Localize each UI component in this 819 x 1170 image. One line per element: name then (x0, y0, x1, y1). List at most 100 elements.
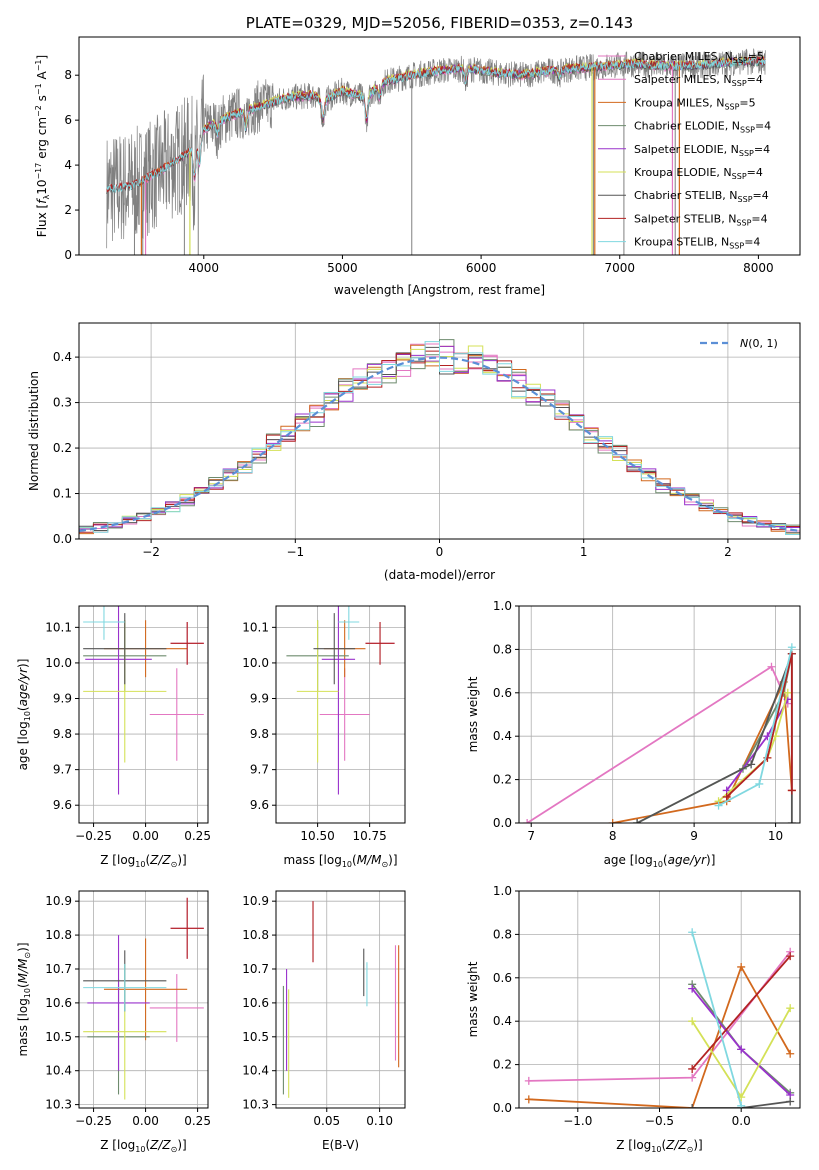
weight-marker (786, 952, 795, 961)
y-tick-label: 0.8 (493, 927, 512, 941)
weight-marker (688, 1073, 697, 1082)
weight-series (691, 931, 743, 1107)
y-tick-label: 9.7 (250, 763, 269, 777)
plot-area (282, 901, 400, 1098)
weight-marker (688, 928, 697, 937)
legend-entry: Salpeter ELODIE, NSSP=4 (634, 143, 770, 158)
model-spectrum (106, 57, 766, 194)
weight-marker (688, 1104, 697, 1108)
y-axis-label: mass weight (466, 961, 480, 1037)
x-axis-label: age [log10(age/yr)] (604, 853, 716, 869)
weight-marker (688, 984, 697, 993)
chart-residuals: −2 −1 0 1 2 0.0 0.1 0.2 0.3 0.4 (data-model)/error… (27, 322, 801, 582)
weight-marker (633, 819, 642, 823)
y-tick-label: 10.4 (45, 1064, 72, 1078)
x-tick-label: 0.25 (184, 1114, 211, 1128)
weight-series (726, 653, 793, 798)
y-tick-label: 10.7 (242, 962, 269, 976)
x-tick-label: 1 (580, 545, 588, 559)
y-axis-label: age [log10(age/yr)] (16, 659, 32, 771)
normal-curve (79, 356, 800, 533)
x-tick-label: 6000 (466, 261, 497, 275)
y-tick-label: 10.0 (45, 656, 72, 670)
plot-area (523, 643, 796, 823)
x-tick-label: 10.75 (352, 829, 386, 843)
y-tick-label: 9.8 (53, 727, 72, 741)
histogram-series (79, 341, 800, 536)
x-tick-label: 0.25 (184, 829, 211, 843)
x-tick-label: 0.00 (132, 1114, 159, 1128)
legend-entry: Kroupa STELIB, NSSP=4 (634, 236, 760, 251)
weight-series (528, 964, 791, 1108)
y-tick-label: 10.5 (242, 1030, 269, 1044)
y-tick-label: 10.9 (45, 894, 72, 908)
x-axis-label: wavelength [Angstrom, rest frame] (334, 283, 545, 297)
weight-marker (786, 1097, 795, 1106)
y-tick-label: 9.6 (53, 798, 72, 812)
y-tick-label: 10.4 (242, 1064, 269, 1078)
weight-marker (524, 1095, 533, 1104)
y-tick-label: 0.4 (53, 350, 72, 364)
legend-entry: Chabrier STELIB, NSSP=4 (634, 189, 769, 204)
y-tick-label: 0.0 (53, 532, 72, 546)
plot-area (286, 606, 395, 795)
y-tick-label: 1.0 (493, 884, 512, 898)
weight-marker (786, 1004, 795, 1013)
y-tick-label: 10.6 (242, 996, 269, 1010)
y-axis-label: Flux [fλ10−17 erg cm−2 s−1 A−1] (34, 55, 51, 237)
y-tick-label: 0.2 (493, 1058, 512, 1072)
y-tick-label: 0.0 (493, 1101, 512, 1115)
x-axis-label: Z [log10(Z/Z⊙)] (100, 1138, 186, 1154)
weight-marker (737, 1101, 746, 1108)
chart-title: PLATE=0329, MJD=52056, FIBERID=0353, z=0… (246, 14, 633, 32)
y-axis-label: Normed distribution (27, 371, 41, 491)
x-tick-label: 10 (768, 829, 783, 843)
plot-area (79, 339, 800, 536)
axes-frame (275, 890, 406, 1109)
y-tick-label: 9.6 (250, 798, 269, 812)
y-tick-label: 9.9 (53, 691, 72, 705)
chart-mass-vs-ebv: 0.05 0.10 10.3 10.4 10.5 10.6 10.7 10.8 10.9 E(B-… (242, 890, 406, 1152)
y-tick-label: 10.3 (242, 1098, 269, 1112)
y-tick-label: 10.8 (45, 928, 72, 942)
weight-marker (722, 792, 731, 801)
x-tick-label: 0 (436, 545, 444, 559)
chart-spectrum: 4000 5000 6000 7000 8000 0 2 4 6 8 PLATE=0329, MJD… (34, 14, 801, 297)
y-tick-label: 0.1 (53, 487, 72, 501)
y-tick-label: 0.2 (493, 773, 512, 787)
y-tick-label: 9.8 (250, 727, 269, 741)
y-tick-label: 10.5 (45, 1030, 72, 1044)
x-tick-label: −0.25 (75, 829, 112, 843)
y-axis-label: mass [log10(M/M⊙)] (16, 942, 32, 1056)
weight-series (612, 678, 793, 823)
y-tick-label: 9.7 (53, 763, 72, 777)
legend-entry: Chabrier ELODIE, NSSP=4 (634, 120, 771, 135)
y-tick-label: 10.7 (45, 962, 72, 976)
chart-mass-vs-Z: −0.25 0.00 0.25 10.3 10.4 10.5 10.6 10.7 10.8 10.… (16, 890, 211, 1154)
legend-entry: N(0, 1) (740, 337, 778, 350)
x-tick-label: −2 (142, 545, 160, 559)
y-tick-label: 0.6 (493, 686, 512, 700)
weight-marker (608, 819, 617, 823)
y-tick-label: 0.2 (53, 441, 72, 455)
y-tick-label: 6 (64, 113, 72, 127)
y-tick-label: 10.9 (242, 894, 269, 908)
weight-marker (786, 1049, 795, 1058)
x-tick-label: 8 (609, 829, 617, 843)
y-tick-label: 10.3 (45, 1098, 72, 1112)
y-tick-label: 0.4 (493, 1014, 512, 1028)
plot-area (83, 897, 204, 1100)
y-tick-label: 10.0 (242, 656, 269, 670)
x-axis-label: Z [log10(Z/Z⊙)] (616, 1138, 702, 1154)
y-tick-label: 0.0 (493, 816, 512, 830)
x-tick-label: 0.05 (313, 1114, 340, 1128)
y-tick-label: 2 (64, 203, 72, 217)
model-spectrum (106, 56, 766, 193)
x-tick-label: 0.10 (366, 1114, 393, 1128)
weight-marker (783, 688, 792, 697)
weight-marker (524, 1076, 533, 1085)
x-tick-label: 9 (690, 829, 698, 843)
x-axis-label: (data-model)/error (384, 568, 495, 582)
y-axis-label: mass weight (466, 676, 480, 752)
x-tick-label: 5000 (327, 261, 358, 275)
